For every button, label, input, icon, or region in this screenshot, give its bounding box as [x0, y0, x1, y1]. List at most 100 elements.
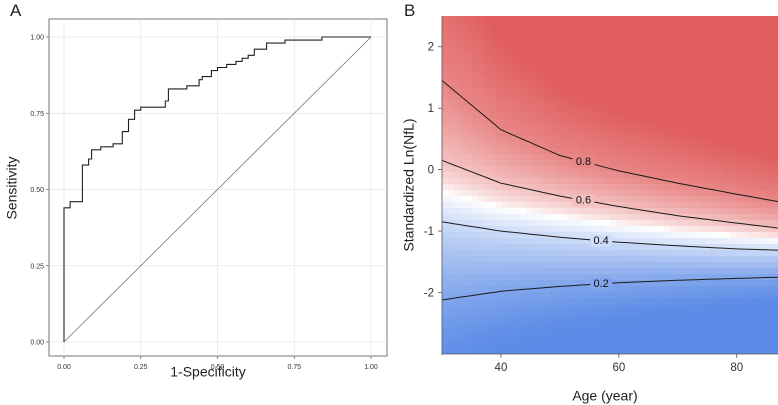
- heatmap-cell: [700, 118, 707, 125]
- heatmap-cell: [568, 88, 575, 95]
- heatmap-cell: [706, 142, 713, 149]
- heatmap-cell: [724, 136, 731, 143]
- heatmap-cell: [460, 142, 467, 149]
- heatmap-cell: [664, 40, 671, 47]
- heatmap-cell: [526, 202, 533, 209]
- heatmap-cell: [514, 232, 521, 239]
- heatmap-cell: [472, 160, 479, 167]
- heatmap-cell: [766, 166, 773, 173]
- heatmap-cell: [538, 292, 545, 299]
- heatmap-cell: [634, 46, 641, 53]
- heatmap-cell: [658, 226, 665, 233]
- heatmap-cell: [496, 262, 503, 269]
- heatmap-cell: [442, 124, 449, 131]
- heatmap-cell: [724, 292, 731, 299]
- heatmap-cell: [634, 208, 641, 215]
- heatmap-cell: [442, 88, 449, 95]
- heatmap-cell: [622, 268, 629, 275]
- heatmap-cell: [622, 142, 629, 149]
- heatmap-cell: [496, 214, 503, 221]
- heatmap-cell: [736, 292, 743, 299]
- heatmap-cell: [460, 244, 467, 251]
- heatmap-cell: [706, 94, 713, 101]
- heatmap-cell: [730, 34, 737, 41]
- heatmap-cell: [754, 82, 761, 89]
- heatmap-cell: [694, 274, 701, 281]
- heatmap-cell: [742, 22, 749, 29]
- heatmap-cell: [496, 148, 503, 155]
- heatmap-cell: [574, 40, 581, 47]
- roc-curve: [63, 36, 371, 342]
- heatmap-cell: [508, 160, 515, 167]
- heatmap-cell: [556, 280, 563, 287]
- heatmap-cell: [598, 304, 605, 311]
- heatmap-cell: [514, 46, 521, 53]
- heatmap-cell: [748, 274, 755, 281]
- heatmap-cell: [682, 346, 689, 353]
- heatmap-cell: [616, 262, 623, 269]
- heatmap-cell: [658, 346, 665, 353]
- heatmap-cell: [712, 310, 719, 317]
- heatmap-cell: [622, 40, 629, 47]
- heatmap-cell: [742, 262, 749, 269]
- heatmap-cell: [502, 310, 509, 317]
- heatmap-cell: [712, 184, 719, 191]
- heatmap-cell: [700, 160, 707, 167]
- heatmap-cell: [448, 214, 455, 221]
- heatmap-cell: [724, 340, 731, 347]
- heatmap-cell: [514, 16, 521, 23]
- heatmap-cell: [454, 280, 461, 287]
- heatmap-cell: [730, 64, 737, 71]
- heatmap-cell: [706, 64, 713, 71]
- heatmap-cell: [772, 286, 778, 293]
- heatmap-cell: [490, 310, 497, 317]
- heatmap-cell: [496, 160, 503, 167]
- heatmap-cell: [496, 118, 503, 125]
- heatmap-cell: [520, 262, 527, 269]
- heatmap-cell: [700, 16, 707, 23]
- heatmap-cell: [460, 232, 467, 239]
- heatmap-cell: [544, 280, 551, 287]
- heatmap-cell: [694, 118, 701, 125]
- heatmap-cell: [664, 274, 671, 281]
- heatmap-cell: [730, 148, 737, 155]
- heatmap-cell: [460, 34, 467, 41]
- heatmap-cell: [466, 112, 473, 119]
- heatmap-cell: [724, 178, 731, 185]
- heatmap-cell: [544, 94, 551, 101]
- heatmap-cell: [604, 142, 611, 149]
- heatmap-cell: [556, 58, 563, 65]
- heatmap-cell: [592, 346, 599, 353]
- heatmap-cell: [532, 148, 539, 155]
- heatmap-cell: [730, 322, 737, 329]
- heatmap-cell: [736, 202, 743, 209]
- panel-label-a: A: [10, 1, 22, 20]
- heatmap-cell: [598, 34, 605, 41]
- heatmap-cell: [760, 82, 767, 89]
- heatmap-cell: [730, 76, 737, 83]
- heatmap-cell: [616, 58, 623, 65]
- heatmap-cell: [724, 130, 731, 137]
- heatmap-cell: [526, 280, 533, 287]
- heatmap-cell: [592, 184, 599, 191]
- heatmap-cell: [574, 316, 581, 323]
- heatmap-cell: [520, 226, 527, 233]
- heatmap-cell: [616, 64, 623, 71]
- heatmap-cell: [562, 202, 569, 209]
- heatmap-y-tick-label: 2: [428, 42, 434, 54]
- heatmap-cell: [658, 142, 665, 149]
- heatmap-cell: [532, 94, 539, 101]
- heatmap-cell: [562, 352, 569, 354]
- heatmap-cell: [736, 148, 743, 155]
- heatmap-cell: [580, 172, 587, 179]
- heatmap-cell: [730, 184, 737, 191]
- heatmap-cell: [556, 244, 563, 251]
- heatmap-cell: [718, 262, 725, 269]
- heatmap-cell: [502, 172, 509, 179]
- heatmap-cell: [604, 160, 611, 167]
- heatmap-cell: [664, 316, 671, 323]
- heatmap-cell: [520, 190, 527, 197]
- heatmap-cell: [490, 256, 497, 263]
- heatmap-cell: [466, 262, 473, 269]
- heatmap-cell: [610, 64, 617, 71]
